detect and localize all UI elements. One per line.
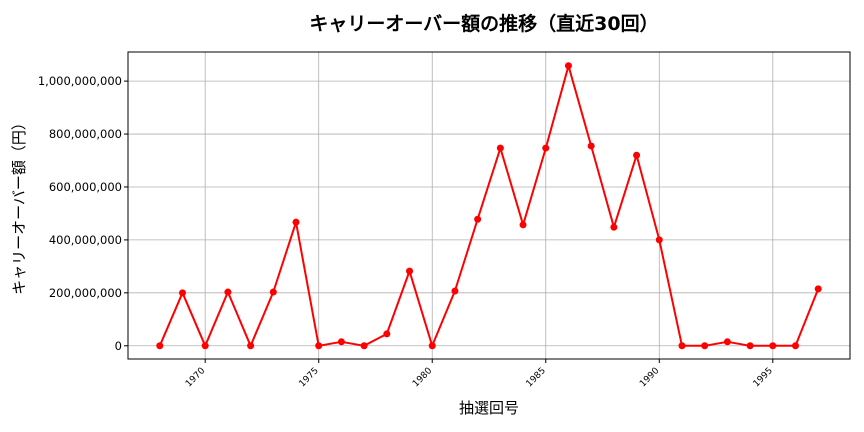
data-point xyxy=(587,142,595,150)
data-point xyxy=(633,151,641,159)
data-point xyxy=(655,236,663,244)
series-group xyxy=(156,62,822,350)
x-tick-label: 1980 xyxy=(411,366,434,389)
data-point xyxy=(292,218,300,226)
x-tick-label: 1990 xyxy=(638,366,661,389)
y-tick-label: 800,000,000 xyxy=(49,127,122,141)
data-point xyxy=(451,287,459,295)
y-tick-label: 200,000,000 xyxy=(49,286,122,300)
x-tick-label: 1975 xyxy=(298,366,321,389)
data-point xyxy=(610,223,618,231)
chart-title: キャリーオーバー額の推移（直近30回） xyxy=(309,12,658,35)
data-point xyxy=(474,215,482,223)
y-tick-label: 1,000,000,000 xyxy=(38,74,122,88)
data-point xyxy=(792,342,800,350)
series-line xyxy=(158,64,820,347)
x-tick-label: 1985 xyxy=(525,366,548,389)
y-axis-label: キャリーオーバー額（円） xyxy=(10,115,28,295)
data-point xyxy=(315,342,323,350)
data-point xyxy=(269,288,277,296)
y-tick-label: 600,000,000 xyxy=(49,180,122,194)
data-point xyxy=(156,342,164,350)
data-point xyxy=(178,289,186,297)
data-point xyxy=(769,342,777,350)
data-point xyxy=(678,342,686,350)
x-tick-label: 1970 xyxy=(184,366,207,389)
data-point xyxy=(383,330,391,338)
data-point xyxy=(360,342,368,350)
data-point xyxy=(496,144,504,152)
data-point xyxy=(428,342,436,350)
data-point xyxy=(201,342,209,350)
data-point xyxy=(814,285,822,293)
data-point xyxy=(542,144,550,152)
data-point xyxy=(247,342,255,350)
data-point xyxy=(406,267,414,275)
data-point xyxy=(519,221,527,229)
data-point xyxy=(723,338,731,346)
x-axis-ticks: 1970 1975 1980 1985 1990 1995 xyxy=(184,359,775,389)
data-point xyxy=(746,342,754,350)
y-tick-label: 0 xyxy=(115,339,122,353)
plot-frame xyxy=(127,51,851,360)
data-point xyxy=(224,288,232,296)
data-point xyxy=(701,342,709,350)
data-point xyxy=(564,62,572,70)
x-tick-label: 1995 xyxy=(752,366,775,389)
y-axis-ticks: 0 200,000,000 400,000,000 600,000,000 800,00… xyxy=(38,74,128,353)
data-point xyxy=(337,338,345,346)
x-axis-label: 抽選回号 xyxy=(459,399,519,417)
y-tick-label: 400,000,000 xyxy=(49,233,122,247)
